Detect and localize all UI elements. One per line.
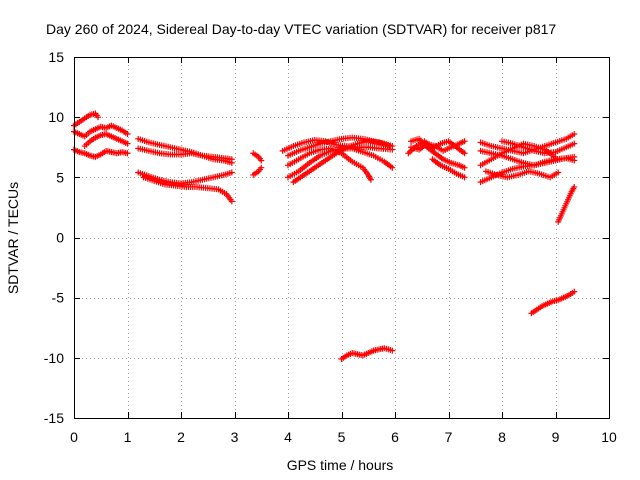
series-s4 [71,146,131,160]
axis-ticks [74,57,610,419]
data-point [124,131,131,138]
data-point [571,140,578,147]
y-tick-label: 10 [48,109,64,125]
data-point [258,164,265,171]
data-point [571,288,578,295]
series-s19 [408,138,468,154]
x-tick-labels: 0 1 2 3 4 5 6 7 8 9 10 [70,429,617,445]
data-point [124,140,131,147]
data-point [461,164,468,171]
x-tick-label: 1 [124,429,132,445]
y-tick-labels: -15 -10 -5 0 5 10 15 [44,49,64,426]
grid [74,57,609,418]
data-point [461,138,468,145]
y-axis-label: SDTVAR / TECUs [5,182,21,294]
data-point [258,157,265,164]
series-s16 [338,345,396,363]
series-s7 [135,169,235,187]
data-point [461,174,468,181]
series-s1 [71,110,102,129]
x-tick-label: 2 [177,429,185,445]
series-s6 [135,145,235,166]
series-s11 [285,134,396,159]
y-tick-label: 15 [48,49,64,65]
data-point [571,183,578,190]
series-s10 [250,164,265,178]
x-tick-label: 0 [70,429,78,445]
series-s8 [140,174,235,205]
data-point [228,169,235,176]
data-point [571,157,578,164]
series-s26 [499,138,578,157]
data-point [95,114,102,121]
x-tick-label: 3 [231,429,239,445]
y-tick-label: -10 [44,350,64,366]
series-s25 [482,168,562,181]
x-tick-label: 6 [391,429,399,445]
series-s12 [279,137,396,154]
x-tick-label: 10 [601,429,617,445]
series-s15 [290,138,393,186]
x-tick-label: 9 [552,429,560,445]
data-point [389,146,396,153]
series-s14 [285,145,374,183]
y-tick-label: 0 [56,230,64,246]
data-point [367,176,374,183]
series-s20 [429,156,468,181]
data-point [228,159,235,166]
x-axis-label: GPS time / hours [287,457,394,473]
data-point [552,155,559,162]
x-tick-label: 8 [498,429,506,445]
data-point [461,150,468,157]
series-s3 [81,131,131,150]
series-s9 [250,150,265,164]
data-marks [71,110,578,363]
chart-title: Day 260 of 2024, Sidereal Day-to-day VTE… [46,21,556,37]
x-tick-label: 5 [338,429,346,445]
data-point [124,150,131,157]
data-point [389,164,396,171]
y-tick-label: -15 [44,410,64,426]
series-s2 [71,122,131,140]
data-point [571,131,578,138]
x-tick-label: 4 [284,429,292,445]
series-s28 [528,288,578,317]
data-point [386,143,393,150]
data-point [555,169,562,176]
x-tick-label: 7 [445,429,453,445]
series-s27 [555,183,578,225]
y-tick-label: 5 [56,169,64,185]
data-point [389,347,396,354]
y-tick-label: -5 [52,290,65,306]
data-point [228,198,235,205]
